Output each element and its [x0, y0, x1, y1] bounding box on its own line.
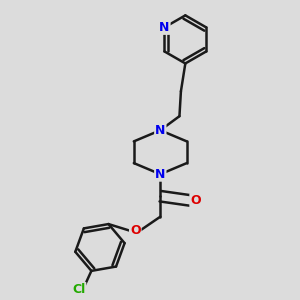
Text: O: O — [130, 224, 141, 237]
Text: N: N — [155, 124, 166, 137]
Text: N: N — [155, 168, 166, 181]
Text: Cl: Cl — [72, 283, 85, 296]
Text: O: O — [190, 194, 201, 207]
Text: N: N — [159, 21, 170, 34]
